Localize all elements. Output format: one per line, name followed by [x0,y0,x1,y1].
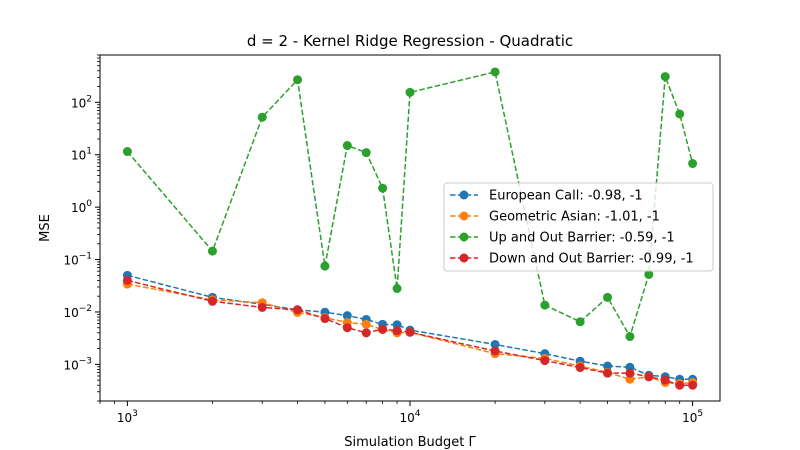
x-tick-label: 104 [399,409,420,425]
data-point [625,332,635,342]
data-point [405,87,415,97]
data-point [575,363,585,373]
legend-label: Down and Out Barrier: -0.99, -1 [489,252,694,267]
series-layer [122,67,698,390]
data-point [378,183,388,193]
y-tick-label: 102 [71,94,92,110]
data-point [688,159,698,169]
series-group [122,275,698,390]
chart-title: d = 2 - Kernel Ridge Regression - Quadra… [247,32,573,50]
data-point [392,284,402,294]
series-group [122,67,698,342]
data-point [644,269,654,279]
data-point [361,319,371,329]
data-point [540,356,550,366]
data-point [207,296,217,306]
legend-marker [459,232,469,242]
data-point [603,368,613,378]
x-tick-label: 103 [117,409,138,425]
y-axis: 10−3 10−2 10−1 100 101 102 [63,54,100,402]
x-axis-label: Simulation Budget Γ [344,435,476,450]
data-point [660,375,670,385]
data-point [603,361,613,371]
data-point [293,305,303,315]
data-point [257,302,267,312]
data-point [540,300,550,310]
data-point [625,368,635,378]
data-point [342,141,352,151]
y-tick-label: 101 [71,147,92,163]
data-point [675,380,685,390]
y-tick-label: 100 [71,199,92,215]
legend-entry: Geometric Asian: -1.01, -1 [450,210,660,225]
legend-label: Geometric Asian: -1.01, -1 [489,210,660,225]
y-tick-label: 10−1 [63,252,92,268]
data-point [361,148,371,158]
y-axis-label: MSE [38,214,53,242]
legend-marker [459,253,469,263]
data-point [688,380,698,390]
data-point [490,67,500,77]
x-axis: 103 104 105 [99,401,703,425]
data-point [490,339,500,349]
data-point [392,326,402,336]
legend-box [443,182,714,272]
data-point [342,323,352,333]
data-point [361,328,371,338]
data-point [207,246,217,256]
data-point [320,314,330,324]
legend-marker [459,211,469,221]
legend-entry: European Call: -0.98, -1 [450,189,643,204]
data-point [257,112,267,122]
data-point [575,317,585,327]
legend-label: European Call: -0.98, -1 [489,189,643,204]
y-tick-label: 10−2 [63,304,92,320]
y-tick-label: 10−3 [63,356,92,372]
legend-entry: Up and Out Barrier: -0.59, -1 [450,231,675,246]
data-point [405,327,415,337]
data-point [660,72,670,82]
data-point [490,346,500,356]
data-point [122,275,132,285]
legend-label: Up and Out Barrier: -0.59, -1 [489,231,675,246]
data-point [378,324,388,334]
legend: European Call: -0.98, -1 Geometric Asian:… [443,182,714,272]
x-tick-label: 105 [682,409,703,425]
data-point [293,75,303,85]
data-point [644,372,654,382]
data-point [603,292,613,302]
data-point [675,109,685,119]
data-point [122,147,132,157]
data-point [342,311,352,321]
legend-marker [459,190,469,200]
legend-entry: Down and Out Barrier: -0.99, -1 [450,252,694,267]
data-point [320,261,330,271]
